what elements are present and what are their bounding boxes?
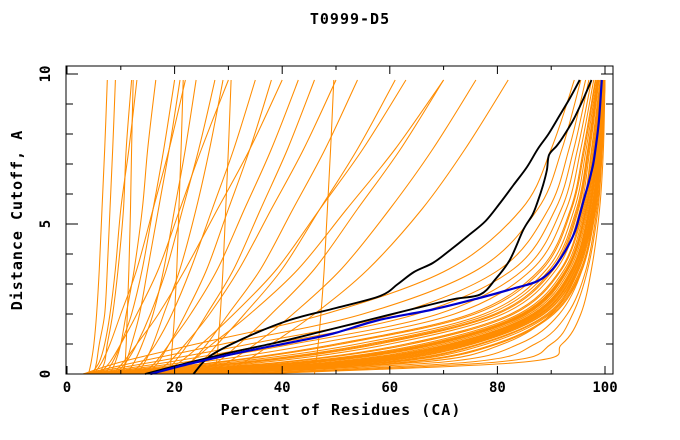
model-curve	[93, 79, 186, 375]
model-curve	[93, 79, 116, 375]
y-tick-label: 5	[38, 219, 54, 229]
model-curve	[115, 79, 216, 375]
model-curve	[155, 79, 604, 375]
x-axis-label: Percent of Residues (CA)	[220, 401, 462, 419]
model-curve	[214, 79, 232, 375]
model-curve	[163, 79, 315, 375]
model-curve	[82, 79, 575, 375]
model-curve	[255, 79, 606, 375]
highlight-curve-blue	[150, 79, 603, 376]
model-curve	[158, 79, 407, 375]
model-curve	[153, 79, 604, 375]
model-curve	[212, 79, 606, 375]
x-tick-label: 80	[488, 380, 506, 396]
model-curve	[118, 79, 602, 375]
model-curve	[98, 79, 229, 375]
model-curve	[109, 79, 600, 375]
model-curve	[168, 79, 184, 375]
model-curve	[98, 79, 133, 375]
model-curve	[83, 79, 582, 375]
plot-border	[65, 65, 614, 375]
model-curve	[144, 79, 603, 375]
model-curve	[206, 79, 477, 375]
x-tick-label: 60	[381, 380, 399, 396]
model-curve	[96, 79, 597, 375]
model-curve	[88, 79, 108, 375]
model-curve	[201, 79, 606, 375]
model-curve	[109, 79, 157, 375]
model-curve	[141, 79, 299, 375]
model-curve	[131, 79, 256, 375]
x-tick-label: 100	[592, 380, 618, 396]
model-curve	[99, 79, 598, 375]
model-curve	[190, 79, 605, 375]
x-tick-label: 20	[166, 380, 184, 396]
model-curve	[195, 79, 445, 375]
y-axis-label: Distance Cutoff, A	[8, 129, 26, 311]
model-curve	[206, 79, 606, 375]
model-curve	[90, 79, 138, 375]
model-curve	[228, 79, 606, 375]
highlight-curve-black-1	[192, 79, 581, 375]
model-curve	[107, 79, 600, 375]
model-curve	[104, 79, 176, 375]
model-curve	[104, 79, 599, 375]
model-curve	[158, 79, 604, 375]
model-curve	[83, 79, 587, 375]
x-tick-label: 0	[62, 380, 72, 396]
model-curve	[115, 79, 601, 375]
model-curve	[122, 79, 134, 375]
model-curve	[125, 79, 197, 375]
highlight-curve-black-2	[144, 79, 593, 375]
model-curve	[147, 79, 603, 375]
model-curve	[313, 79, 335, 375]
x-tick-label: 40	[273, 380, 291, 396]
chart-title: T0999-D5	[309, 10, 391, 28]
model-curve	[217, 79, 509, 375]
model-curve	[168, 79, 445, 375]
y-tick-label: 0	[38, 369, 54, 379]
y-tick-label: 10	[38, 65, 54, 83]
model-curve	[185, 79, 605, 375]
model-curve	[174, 79, 604, 375]
model-curve	[182, 79, 605, 375]
